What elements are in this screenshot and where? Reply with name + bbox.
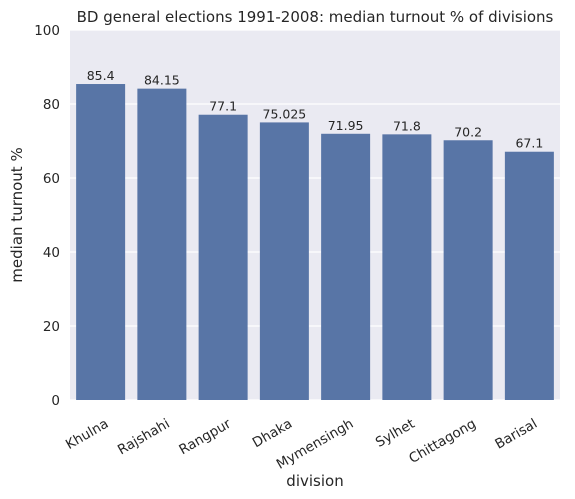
y-tick-label: 60 [43,171,60,187]
data-labels: 85.4 84.15 77.1 75.025 71.95 71.8 70.2 67.1 [87,68,544,151]
x-tick-label: Dhaka [250,416,295,451]
x-tick-label: Khulna [63,416,111,453]
y-tick-label: 0 [51,393,60,409]
x-tick-label: Sylhet [373,416,418,451]
y-tick-label: 80 [43,97,60,113]
y-axis-title: median turnout % [8,147,26,282]
data-label: 71.8 [393,118,421,133]
y-tick-label: 20 [43,319,60,335]
data-label: 71.95 [328,118,364,133]
bar [382,134,432,400]
bar [198,114,248,400]
y-axis-ticks: 0 20 40 60 80 100 [34,23,60,409]
x-axis-title: division [286,472,343,490]
bar [137,88,187,401]
data-label: 85.4 [87,68,115,83]
data-label: 67.1 [515,136,543,151]
y-tick-label: 100 [34,23,60,39]
data-label: 84.15 [144,73,180,88]
chart-title: BD general elections 1991-2008: median t… [77,8,554,26]
x-tick-label: Rajshahi [115,416,173,458]
data-label: 70.2 [454,124,482,139]
x-tick-label: Chittagong [406,416,479,467]
y-tick-label: 40 [43,245,60,261]
data-label: 77.1 [209,99,237,114]
x-tick-label: Rangpur [176,416,234,459]
data-label: 75.025 [263,106,307,121]
bar [76,84,126,401]
x-tick-label: Barisal [492,416,540,453]
bars [76,84,554,401]
bar [443,140,493,400]
bar [504,151,554,400]
bar [259,122,309,400]
bar [321,133,371,400]
